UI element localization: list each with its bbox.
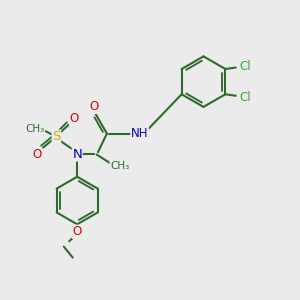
Text: O: O — [32, 148, 42, 161]
Text: O: O — [70, 112, 79, 125]
Text: N: N — [72, 148, 82, 161]
Text: CH₃: CH₃ — [110, 161, 129, 171]
Text: NH: NH — [131, 127, 148, 140]
Text: O: O — [73, 225, 82, 238]
Text: Cl: Cl — [239, 59, 250, 73]
Text: O: O — [89, 100, 98, 113]
Text: Cl: Cl — [239, 91, 250, 104]
Text: S: S — [52, 130, 61, 143]
Text: CH₃: CH₃ — [25, 124, 45, 134]
